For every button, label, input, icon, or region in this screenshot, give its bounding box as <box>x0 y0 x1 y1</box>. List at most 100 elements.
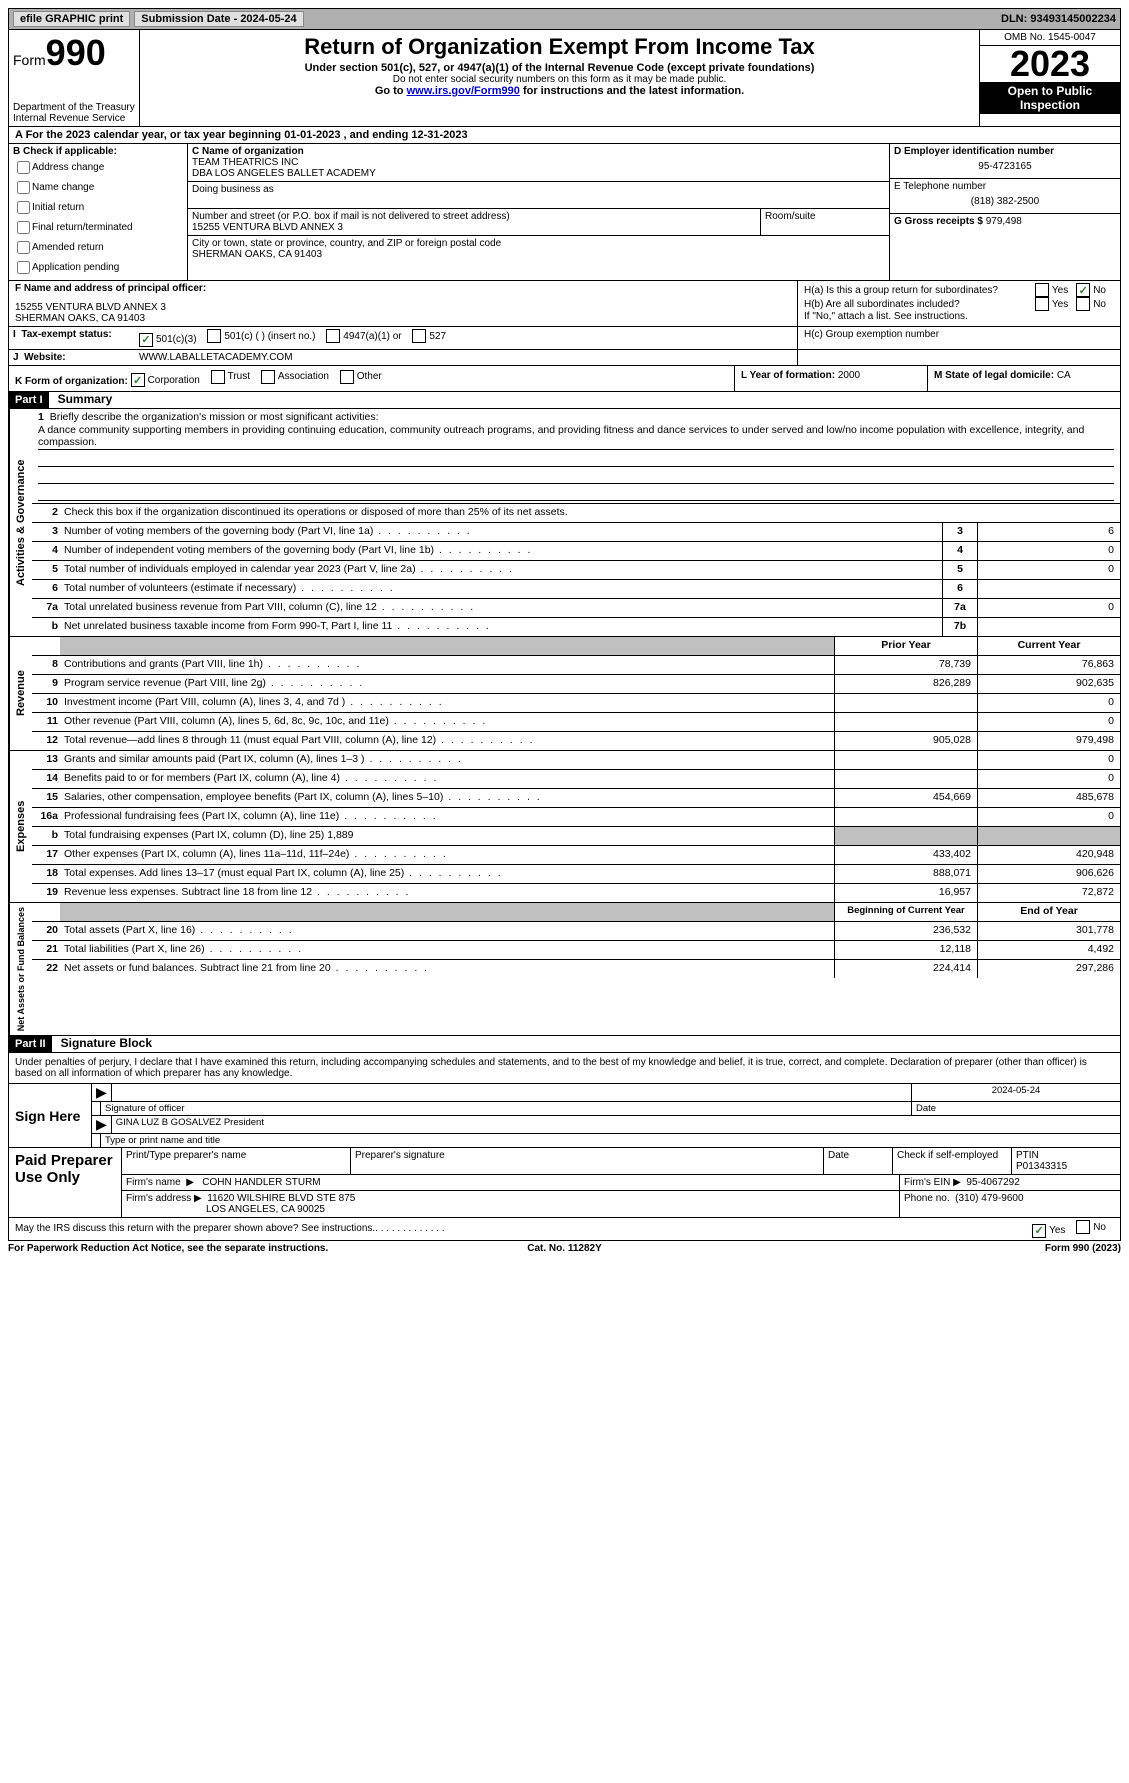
line-14: 14 Benefits paid to or for members (Part… <box>32 770 1120 789</box>
officer-name: GINA LUZ B GOSALVEZ President <box>112 1116 1120 1133</box>
hb-no[interactable]: No <box>1076 297 1106 311</box>
chk-527[interactable]: 527 <box>412 329 446 343</box>
dln-label: DLN: 93493145002234 <box>1001 13 1116 25</box>
chk-amended-return[interactable]: Amended return <box>13 238 183 257</box>
sig-date-label: Date <box>912 1102 1120 1115</box>
form-number: 990 <box>46 32 106 73</box>
part1-title: Summary <box>52 390 119 408</box>
irs-link[interactable]: www.irs.gov/Form990 <box>407 85 520 97</box>
ha-label: H(a) Is this a group return for subordin… <box>804 285 1035 296</box>
gross-receipts-value: 979,498 <box>986 216 1022 227</box>
discuss-yes[interactable]: Yes <box>1032 1224 1065 1238</box>
cat-number: Cat. No. 11282Y <box>527 1243 601 1254</box>
chk-other[interactable]: Other <box>340 370 382 384</box>
box-l-value: 2000 <box>838 370 860 381</box>
line-21: 21 Total liabilities (Part X, line 26) 1… <box>32 941 1120 960</box>
submission-date-button[interactable]: Submission Date - 2024-05-24 <box>134 11 303 27</box>
line-12: 12 Total revenue—add lines 8 through 11 … <box>32 732 1120 750</box>
summary-expenses: Expenses 13 Grants and similar amounts p… <box>8 751 1121 903</box>
discuss-no[interactable]: No <box>1076 1220 1106 1234</box>
line-20: 20 Total assets (Part X, line 16) 236,53… <box>32 922 1120 941</box>
line-10: 10 Investment income (Part VIII, column … <box>32 694 1120 713</box>
type-name-label: Type or print name and title <box>101 1134 1120 1147</box>
box-c: C Name of organization TEAM THEATRICS IN… <box>188 144 889 280</box>
goto-post: for instructions and the latest informat… <box>520 85 744 97</box>
section-fh: F Name and address of principal officer:… <box>8 281 1121 327</box>
row-klm: K Form of organization: Corporation Trus… <box>8 366 1121 393</box>
sign-here-label: Sign Here <box>9 1084 92 1147</box>
mission-text: A dance community supporting members in … <box>38 423 1114 450</box>
chk-4947[interactable]: 4947(a)(1) or <box>326 329 401 343</box>
ha-no[interactable]: No <box>1076 283 1106 297</box>
line-4: 4 Number of independent voting members o… <box>32 542 1120 561</box>
box-m-value: CA <box>1057 370 1071 381</box>
open-public-badge: Open to Public Inspection <box>980 82 1120 114</box>
city-value: SHERMAN OAKS, CA 91403 <box>192 249 885 260</box>
hb-yes[interactable]: Yes <box>1035 297 1068 311</box>
prep-date-label: Date <box>824 1148 893 1174</box>
ptin-label: PTIN <box>1016 1150 1116 1161</box>
col-current: Current Year <box>977 637 1120 655</box>
line-13: 13 Grants and similar amounts paid (Part… <box>32 751 1120 770</box>
summary-governance: Activities & Governance 1 Briefly descri… <box>8 409 1121 637</box>
topbar: efile GRAPHIC print Submission Date - 20… <box>8 8 1121 30</box>
chk-address-change[interactable]: Address change <box>13 158 183 177</box>
sig-officer-label: Signature of officer <box>101 1102 912 1115</box>
chk-association[interactable]: Association <box>261 370 329 384</box>
firm-name-value: COHN HANDLER STURM <box>202 1177 320 1188</box>
part2-title: Signature Block <box>55 1034 158 1052</box>
website-value: WWW.LABALLETACADEMY.COM <box>135 350 797 365</box>
org-name-1: TEAM THEATRICS INC <box>192 157 885 168</box>
firm-ein-value: 95-4067292 <box>966 1177 1019 1188</box>
col-end: End of Year <box>977 903 1120 921</box>
line-b: b Net unrelated business taxable income … <box>32 618 1120 636</box>
officer-addr-1: 15255 VENTURA BLVD ANNEX 3 <box>15 302 791 313</box>
sign-here-block: Sign Here ▶ 2024-05-24 Signature of offi… <box>8 1084 1121 1148</box>
chk-final-return[interactable]: Final return/terminated <box>13 218 183 237</box>
box-m-label: M State of legal domicile: <box>934 370 1054 381</box>
street-label: Number and street (or P.O. box if mail i… <box>192 211 756 222</box>
firm-addr-label: Firm's address <box>126 1193 191 1204</box>
chk-corporation[interactable]: Corporation <box>131 373 200 387</box>
vert-revenue: Revenue <box>9 637 32 750</box>
chk-initial-return[interactable]: Initial return <box>13 198 183 217</box>
part2-header-row: Part II Signature Block <box>8 1036 1121 1053</box>
line-18: 18 Total expenses. Add lines 13–17 (must… <box>32 865 1120 884</box>
ein-label: D Employer identification number <box>894 146 1116 157</box>
hb-label: H(b) Are all subordinates included? <box>804 299 1035 310</box>
row-j: J Website: WWW.LABALLETACADEMY.COM <box>8 350 1121 366</box>
summary-revenue: Revenue Prior Year Current Year 8 Contri… <box>8 637 1121 751</box>
chk-application-pending[interactable]: Application pending <box>13 258 183 277</box>
chk-trust[interactable]: Trust <box>211 370 250 384</box>
chk-501c[interactable]: 501(c) ( ) (insert no.) <box>207 329 315 343</box>
efile-button[interactable]: efile GRAPHIC print <box>13 11 130 27</box>
box-b: B Check if applicable: Address change Na… <box>9 144 188 280</box>
phone-label: E Telephone number <box>894 181 1116 192</box>
page-footer: For Paperwork Reduction Act Notice, see … <box>8 1241 1121 1256</box>
line-9: 9 Program service revenue (Part VIII, li… <box>32 675 1120 694</box>
col-prior: Prior Year <box>834 637 977 655</box>
line-11: 11 Other revenue (Part VIII, column (A),… <box>32 713 1120 732</box>
prep-sig-label: Preparer's signature <box>351 1148 824 1174</box>
line-15: 15 Salaries, other compensation, employe… <box>32 789 1120 808</box>
box-b-label: B Check if applicable: <box>13 146 183 157</box>
form-label: Form <box>13 52 46 68</box>
discuss-row: May the IRS discuss this return with the… <box>8 1218 1121 1241</box>
part1-header-row: Part I Summary <box>8 392 1121 409</box>
ssn-warning: Do not enter social security numbers on … <box>144 74 975 85</box>
pra-notice: For Paperwork Reduction Act Notice, see … <box>8 1243 328 1254</box>
ha-yes[interactable]: Yes <box>1035 283 1068 297</box>
firm-phone-label: Phone no. <box>904 1193 950 1204</box>
line-a: A For the 2023 calendar year, or tax yea… <box>8 127 1121 144</box>
ptin-value: P01343315 <box>1016 1161 1116 1172</box>
firm-addr-1: 11620 WILSHIRE BLVD STE 875 <box>207 1193 355 1204</box>
dba-label: Doing business as <box>192 184 885 195</box>
q2-text: Check this box if the organization disco… <box>60 504 1120 522</box>
col-begin: Beginning of Current Year <box>834 903 977 921</box>
form-title: Return of Organization Exempt From Incom… <box>144 34 975 60</box>
chk-501c3[interactable]: 501(c)(3) <box>139 333 197 347</box>
tax-year: 2023 <box>980 46 1120 82</box>
part2-badge: Part II <box>9 1036 52 1052</box>
tax-exempt-label: Tax-exempt status: <box>21 329 111 340</box>
chk-name-change[interactable]: Name change <box>13 178 183 197</box>
